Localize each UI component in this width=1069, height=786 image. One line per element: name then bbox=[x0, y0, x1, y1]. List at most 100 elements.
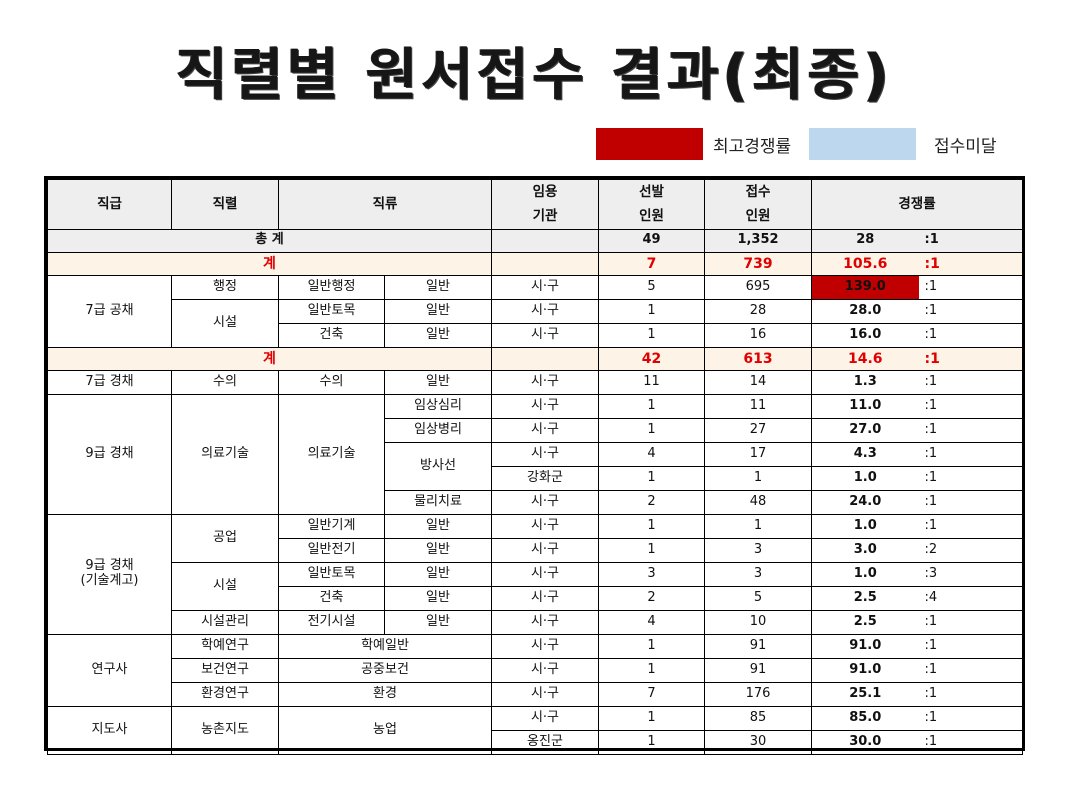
cell-applied: 91 bbox=[704, 657, 812, 683]
cell-agency: 시·구 bbox=[491, 369, 599, 395]
cell-quota: 1 bbox=[598, 705, 705, 731]
total-rate: 28 bbox=[811, 228, 919, 253]
subtotal-rate: 14.6 bbox=[811, 346, 919, 371]
cell-ratio: :1 bbox=[918, 393, 1024, 419]
cell-series: 시설관리 bbox=[171, 609, 279, 635]
cell-rate-highest: 139.0 bbox=[811, 274, 919, 300]
cell-quota: 1 bbox=[598, 417, 705, 443]
table-row: 건축 일반 시·구 1 16 16.0 :1 bbox=[48, 322, 1024, 348]
cell-class: 건축 bbox=[278, 322, 385, 348]
cell-agency: 시·구 bbox=[491, 393, 599, 419]
cell-class: 환경 bbox=[278, 681, 492, 707]
table-row: 7급 공채 행정 일반행정 일반 시·구 5 695 139.0 :1 bbox=[47, 274, 1024, 348]
subtotal-label: 계 bbox=[47, 251, 492, 276]
subtotal-rate: 105.6 bbox=[811, 251, 919, 276]
cell-grade: 지도사 bbox=[47, 705, 172, 755]
cell-applied: 1 bbox=[704, 513, 812, 539]
cell-series: 환경연구 bbox=[171, 681, 279, 707]
cell-applied: 91 bbox=[704, 633, 812, 659]
subtotal-ratio: :1 bbox=[918, 346, 1024, 371]
cell-quota: 7 bbox=[598, 681, 705, 707]
cell-grade: 9급 경채 bbox=[47, 393, 172, 515]
cell-agency: 시·구 bbox=[491, 633, 599, 659]
cell-rate: 1.0 bbox=[811, 561, 919, 587]
cell-ratio: :2 bbox=[918, 537, 1024, 563]
cell-ratio: :1 bbox=[918, 681, 1024, 707]
table-row: 지도사 농촌지도 농업 시·구 1 85 85.0 :1 bbox=[47, 705, 1024, 755]
cell-grade: 7급 공채 bbox=[47, 274, 172, 348]
cell-class: 건축 bbox=[278, 585, 385, 611]
header-quota: 선발 인원 bbox=[598, 179, 705, 230]
cell-subclass: 일반 bbox=[384, 369, 492, 395]
cell-agency: 옹진군 bbox=[491, 729, 599, 755]
cell-subclass: 일반 bbox=[384, 561, 492, 587]
cell-series: 시설 bbox=[171, 298, 279, 348]
header-applied: 접수 인원 bbox=[704, 179, 812, 230]
cell-agency: 시·구 bbox=[491, 298, 599, 324]
cell-subclass: 일반 bbox=[384, 609, 492, 635]
cell-agency: 시·구 bbox=[491, 274, 599, 300]
cell-series: 의료기술 bbox=[171, 393, 279, 515]
cell-rate: 91.0 bbox=[811, 657, 919, 683]
cell-quota: 4 bbox=[598, 441, 705, 467]
cell-applied: 5 bbox=[704, 585, 812, 611]
subtotal-quota: 42 bbox=[598, 346, 705, 371]
cell-agency: 시·구 bbox=[491, 585, 599, 611]
cell-class: 공중보건 bbox=[278, 657, 492, 683]
table-header-row: 직급 직렬 직류 임용 기관 선발 인원 접수 인원 경쟁률 bbox=[47, 179, 1024, 230]
cell-class: 일반행정 bbox=[278, 274, 385, 300]
cell-subclass: 일반 bbox=[384, 537, 492, 563]
cell-rate: 2.5 bbox=[811, 585, 919, 611]
cell-rate: 1.0 bbox=[811, 465, 919, 491]
cell-subclass: 방사선 bbox=[384, 441, 492, 491]
cell-quota: 3 bbox=[598, 561, 705, 587]
cell-subclass: 일반 bbox=[384, 513, 492, 539]
cell-series: 시설 bbox=[171, 561, 279, 611]
cell-class: 수의 bbox=[278, 369, 385, 395]
cell-rate: 25.1 bbox=[811, 681, 919, 707]
cell-agency: 시·구 bbox=[491, 322, 599, 348]
cell-rate: 16.0 bbox=[811, 322, 919, 348]
cell-agency: 시·구 bbox=[491, 513, 599, 539]
table-row: 건축 일반 시·구 2 5 2.5 :4 bbox=[48, 585, 1024, 611]
header-rate: 경쟁률 bbox=[810, 179, 1024, 230]
cell-series: 학예연구 bbox=[171, 633, 279, 659]
cell-rate: 28.0 bbox=[811, 298, 919, 324]
cell-applied: 176 bbox=[704, 681, 812, 707]
cell-rate: 24.0 bbox=[811, 489, 919, 515]
cell-ratio: :4 bbox=[918, 585, 1024, 611]
table-row: 연구사 학예연구 학예일반 시·구 1 91 91.0 :1 bbox=[47, 633, 1024, 707]
legend-highest-rate: 최고경쟁률 bbox=[596, 128, 791, 160]
cell-class: 농업 bbox=[278, 705, 492, 755]
cell-quota: 2 bbox=[598, 489, 705, 515]
cell-subclass: 일반 bbox=[384, 322, 492, 348]
cell-ratio: :1 bbox=[918, 465, 1024, 491]
cell-ratio: :1 bbox=[918, 369, 1024, 395]
cell-quota: 1 bbox=[598, 633, 705, 659]
cell-rate: 2.5 bbox=[811, 609, 919, 635]
cell-quota: 5 bbox=[598, 274, 705, 300]
results-table-frame: 직급 직렬 직류 임용 기관 선발 인원 접수 인원 경쟁률 총 계 49 1,352… bbox=[44, 176, 1025, 755]
cell-quota: 2 bbox=[598, 585, 705, 611]
table-row: 환경연구 환경 시·구 7 176 25.1 :1 bbox=[48, 681, 1024, 707]
cell-quota: 1 bbox=[598, 465, 705, 491]
total-quota: 49 bbox=[598, 228, 705, 253]
cell-agency: 시·구 bbox=[491, 681, 599, 707]
cell-agency: 시·구 bbox=[491, 657, 599, 683]
subtotal-row: 계 42 613 14.6 :1 bbox=[47, 346, 1024, 371]
subtotal-applied: 613 bbox=[704, 346, 812, 371]
cell-applied: 3 bbox=[704, 561, 812, 587]
cell-agency: 시·구 bbox=[491, 537, 599, 563]
cell-applied: 28 bbox=[704, 298, 812, 324]
cell-series: 공업 bbox=[171, 513, 279, 563]
cell-applied: 10 bbox=[704, 609, 812, 635]
header-series: 직렬 bbox=[171, 179, 279, 230]
legend-swatch-red bbox=[596, 128, 703, 160]
cell-applied: 14 bbox=[704, 369, 812, 395]
header-agency: 임용 기관 bbox=[491, 179, 599, 230]
cell-subclass: 일반 bbox=[384, 298, 492, 324]
table-row: 9급 경채 의료기술 의료기술 임상심리 시·구 1 11 11.0 :1 bbox=[47, 393, 1024, 515]
cell-class: 일반토목 bbox=[278, 561, 385, 587]
cell-ratio: :1 bbox=[918, 322, 1024, 348]
cell-quota: 1 bbox=[598, 729, 705, 755]
